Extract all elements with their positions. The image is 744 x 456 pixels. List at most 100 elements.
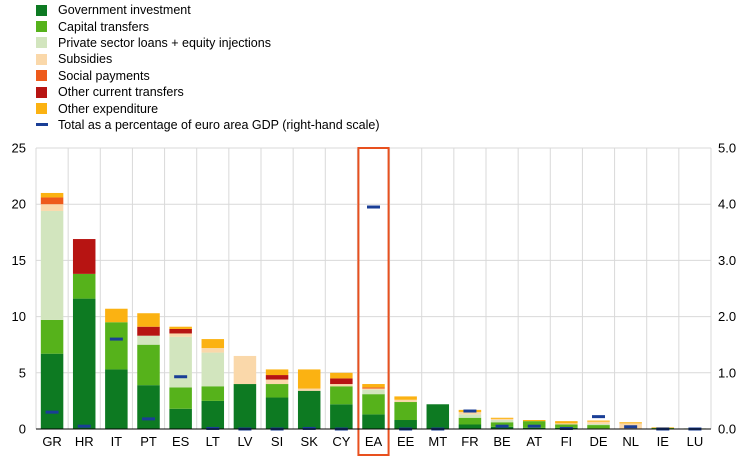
bar-segment <box>330 384 353 387</box>
bar-segment <box>137 385 160 429</box>
bar-segment <box>201 386 225 401</box>
line-marker <box>624 425 638 429</box>
x-tick-label: ES <box>172 434 190 449</box>
bar-segment <box>265 369 289 376</box>
bar-segment <box>330 372 353 379</box>
bar-segment <box>137 344 160 386</box>
bar-segment <box>587 421 610 424</box>
y-right-tick-label: 1.0 <box>718 365 736 380</box>
y-right-tick-label: 3.0 <box>718 253 736 268</box>
bar-segment <box>169 387 192 409</box>
bar-segment <box>201 348 225 353</box>
line-marker <box>142 417 155 421</box>
bar-segment <box>394 399 417 403</box>
bar-segment <box>105 369 128 429</box>
x-tick-label: FI <box>561 434 573 449</box>
bar-segment <box>362 389 385 395</box>
bar-segment <box>490 417 514 419</box>
y-left-tick-label: 0 <box>19 422 26 437</box>
bar-segment <box>362 388 385 390</box>
x-tick-label: IE <box>657 434 670 449</box>
bar-segment <box>137 326 160 336</box>
legend-label: Other current transfers <box>58 85 184 100</box>
bar-segment <box>330 378 353 385</box>
bar-segment <box>40 197 64 205</box>
bar-segment <box>458 414 482 418</box>
chart-legend: Government investment Capital transfers Pr… <box>36 2 379 133</box>
legend-swatch <box>36 86 47 98</box>
bar-segment <box>394 402 417 421</box>
legend-label: Private sector loans + equity injections <box>58 35 271 50</box>
x-tick-label: DE <box>589 434 607 449</box>
x-tick-label: FR <box>461 434 478 449</box>
bar-segment <box>72 239 96 274</box>
bar-segment <box>40 204 64 211</box>
bar-segment <box>105 308 128 323</box>
bar-segment <box>362 414 385 429</box>
x-tick-label: EA <box>365 434 383 449</box>
x-tick-label: LU <box>687 434 704 449</box>
legend-swatch <box>36 21 47 33</box>
bar-segment <box>522 427 546 429</box>
x-tick-label: PT <box>140 434 157 449</box>
x-tick-label: IT <box>111 434 123 449</box>
bar-segment <box>490 418 514 421</box>
bar-segment <box>555 424 578 428</box>
legend-label: Total as a percentage of euro area GDP (… <box>58 117 380 132</box>
bar-segment <box>362 387 385 389</box>
legend-label: Social payments <box>58 68 150 83</box>
bar-segment <box>265 375 289 380</box>
x-tick-label: NL <box>622 434 639 449</box>
bar-segment <box>169 326 192 329</box>
bar-segment <box>233 384 257 429</box>
bar-segment <box>619 422 642 424</box>
bar-segment <box>201 352 225 387</box>
bar-segment <box>522 421 546 428</box>
line-marker <box>463 409 477 413</box>
bar-segment <box>265 379 289 385</box>
x-tick-label: AT <box>526 434 542 449</box>
legend-label: Subsidies <box>58 52 113 67</box>
bar-segment <box>458 412 482 415</box>
x-tick-label: SI <box>271 434 283 449</box>
legend-item: Government investment <box>36 2 379 18</box>
highlight-box <box>357 147 390 456</box>
legend-item: Private sector loans + equity injections <box>36 35 379 51</box>
line-marker <box>206 426 220 430</box>
legend-item: Other current transfers <box>36 84 379 100</box>
bar-segment <box>169 336 192 388</box>
bar-segment <box>362 384 385 388</box>
legend-swatch <box>36 37 47 49</box>
bar-segment <box>137 335 160 345</box>
line-marker <box>302 426 316 430</box>
bar-segment <box>105 322 128 370</box>
bar-segment <box>587 425 610 429</box>
bar-segment <box>555 421 578 424</box>
y-left-tick-label: 5 <box>19 365 26 380</box>
bar-segment <box>265 397 289 429</box>
bar-segment <box>394 420 417 429</box>
y-left-tick-label: 20 <box>12 197 26 212</box>
bar-segment <box>72 273 96 299</box>
y-right-tick-label: 0.0 <box>718 422 736 437</box>
y-right-tick-label: 4.0 <box>718 197 736 212</box>
x-tick-label: SK <box>301 434 319 449</box>
legend-label: Capital transfers <box>58 19 150 34</box>
bar-segment <box>297 388 321 391</box>
bar-segment <box>40 192 64 198</box>
line-marker <box>367 205 380 209</box>
bar-segment <box>169 328 192 334</box>
bar-segment <box>40 353 64 429</box>
bar-segment <box>265 384 289 398</box>
legend-item: Other expenditure <box>36 100 379 116</box>
bar-segment <box>458 424 482 429</box>
legend-swatch <box>36 53 47 65</box>
bar-segment <box>490 426 514 429</box>
bar-segment <box>297 390 321 429</box>
line-marker <box>77 424 91 428</box>
legend-label: Other expenditure <box>58 101 159 116</box>
bar-segment <box>587 423 610 426</box>
line-marker <box>559 426 573 430</box>
line-marker <box>45 410 59 414</box>
